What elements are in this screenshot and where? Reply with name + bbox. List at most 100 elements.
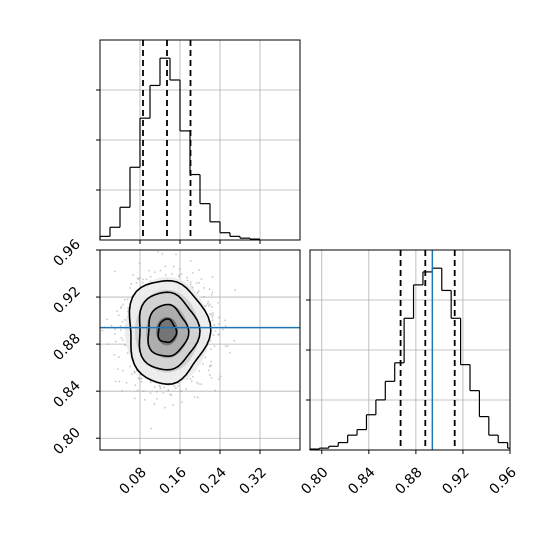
scatter-point <box>209 339 212 342</box>
scatter-point <box>133 371 136 374</box>
scatter-point <box>162 392 165 394</box>
scatter-point <box>207 304 210 307</box>
x-tick-label: 0.24 <box>196 464 229 497</box>
scatter-point <box>106 318 109 321</box>
scatter-point <box>209 364 212 367</box>
scatter-point <box>196 396 199 399</box>
scatter-point <box>114 380 117 383</box>
scatter-point <box>126 298 129 301</box>
scatter-point <box>196 381 198 384</box>
scatter-point <box>159 269 162 272</box>
x-tick-label: 0.08 <box>116 464 149 497</box>
scatter-point <box>224 325 227 327</box>
scatter-point <box>203 296 205 298</box>
y-tick-label: 0.92 <box>50 284 83 317</box>
scatter-point <box>210 293 213 296</box>
scatter-point <box>177 384 180 387</box>
scatter-point <box>217 323 220 325</box>
scatter-point <box>138 377 141 380</box>
hist-param-2-panel: 0.80 0.84 0.88 0.92 0.96 <box>298 249 520 498</box>
scatter-point <box>178 268 181 270</box>
x-tick-label: 0.92 <box>439 464 472 497</box>
scatter-point <box>113 354 116 356</box>
scatter-point <box>224 319 226 322</box>
scatter-point <box>150 427 153 430</box>
scatter-point <box>213 324 216 326</box>
panel-frame <box>99 249 301 451</box>
scatter-point <box>145 278 148 281</box>
scatter-point <box>213 345 216 348</box>
scatter-point <box>210 305 213 308</box>
scatter-point <box>189 283 192 286</box>
scatter-point <box>224 345 227 348</box>
scatter-point <box>149 275 152 278</box>
scatter-point <box>190 380 193 383</box>
contour-line <box>128 279 212 386</box>
scatter-point <box>210 313 213 316</box>
scatter-point <box>169 393 172 396</box>
scatter-point <box>198 281 200 284</box>
scatter-point <box>154 271 156 274</box>
contour-line <box>147 303 190 357</box>
scatter-point <box>101 329 104 332</box>
scatter-point <box>141 278 144 281</box>
scatter-point <box>191 375 194 378</box>
scatter-point <box>172 265 175 268</box>
scatter-point <box>200 383 203 386</box>
scatter-point <box>172 404 175 406</box>
scatter-point <box>196 291 199 294</box>
scatter-point <box>107 343 109 346</box>
scatter-point <box>200 278 203 281</box>
scatter-point <box>110 324 113 327</box>
scatter-point <box>157 250 159 253</box>
scatter-point <box>143 398 146 401</box>
scatter-point <box>118 380 121 383</box>
scatter-point <box>163 406 166 409</box>
scatter-point <box>233 339 236 342</box>
scatter-point <box>178 275 180 278</box>
scatter-point <box>140 380 143 383</box>
joint-density-panel: 0.08 0.16 0.24 0.32 0.80 0.84 0.88 0.92 0.96 <box>50 236 301 498</box>
scatter-point <box>174 387 177 389</box>
scatter-point <box>167 389 170 391</box>
scatter-point <box>218 316 220 319</box>
scatter-point <box>138 262 141 265</box>
scatter-point <box>212 334 215 336</box>
scatter-point <box>121 389 124 392</box>
scatter-point <box>195 282 198 284</box>
scatter-point <box>153 386 156 388</box>
scatter-point <box>210 376 213 379</box>
x-tick-label: 0.80 <box>298 464 331 497</box>
scatter-point <box>133 397 136 400</box>
scatter-point <box>234 288 237 291</box>
scatter-point <box>139 276 141 279</box>
scatter-point <box>114 340 117 343</box>
scatter-point <box>198 383 200 385</box>
x-tick-label: 0.84 <box>345 464 378 497</box>
scatter-point <box>164 274 167 276</box>
scatter-point <box>212 314 214 317</box>
scatter-point <box>163 386 165 389</box>
scatter-point <box>148 269 150 272</box>
scatter-point <box>214 330 217 332</box>
scatter-point <box>132 273 134 276</box>
scatter-point <box>150 381 152 384</box>
scatter-point <box>117 314 120 317</box>
scatter-point <box>158 384 161 387</box>
y-tick-label: 0.84 <box>50 378 83 411</box>
scatter-point <box>198 369 201 372</box>
scatter-point <box>173 385 176 388</box>
scatter-point <box>123 298 126 301</box>
scatter-point <box>211 291 214 294</box>
scatter-point <box>118 356 120 359</box>
scatter-point <box>119 329 122 331</box>
scatter-point <box>228 351 231 354</box>
scatter-point <box>189 281 192 284</box>
scatter-point <box>116 310 118 312</box>
scatter-point <box>186 276 188 279</box>
scatter-point <box>123 344 126 346</box>
scatter-point <box>120 305 123 308</box>
scatter-point <box>211 312 214 314</box>
scatter-point <box>207 369 210 372</box>
scatter-point <box>129 287 132 289</box>
